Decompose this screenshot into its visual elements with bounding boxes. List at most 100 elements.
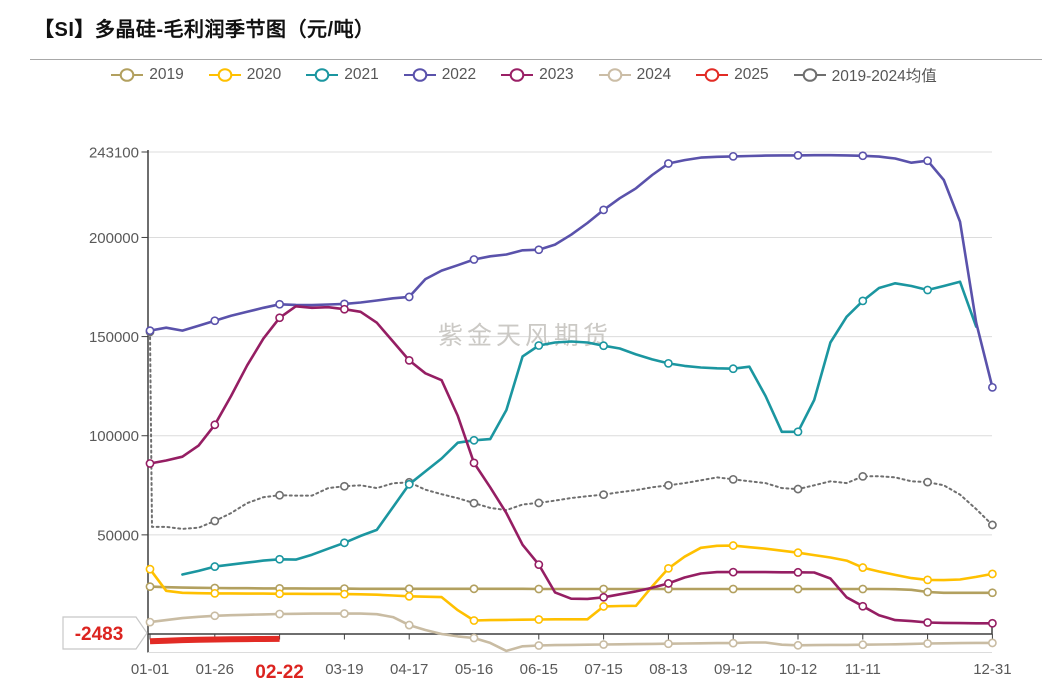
legend-marker-icon xyxy=(403,68,436,82)
series-marker-2020 xyxy=(858,563,868,572)
legend-item-2023[interactable]: 2023 xyxy=(501,66,574,84)
series-marker-2021 xyxy=(275,554,284,564)
series-marker-2020 xyxy=(275,589,284,599)
series-marker-2020 xyxy=(534,615,544,624)
series-marker-2023 xyxy=(988,618,997,628)
y-axis-label: 150000 xyxy=(89,329,139,346)
series-marker-2019 xyxy=(923,587,932,597)
series-marker-2023 xyxy=(145,459,155,468)
legend-marker-icon xyxy=(208,68,241,82)
series-marker-2023 xyxy=(534,560,544,570)
x-tick-label: 03-19 xyxy=(325,661,363,678)
series-marker-2024 xyxy=(599,640,608,649)
legend-item-label: 2025 xyxy=(734,66,769,83)
legend-item-2019[interactable]: 2019 xyxy=(111,66,184,84)
series-marker-2023 xyxy=(599,592,608,602)
series-marker-2019-2024- xyxy=(469,498,479,508)
y-axis-label: 243100 xyxy=(89,145,139,162)
series-marker-2022 xyxy=(275,299,284,309)
legend-item-label: 2019 xyxy=(149,66,184,83)
legend-item-2021[interactable]: 2021 xyxy=(306,66,379,84)
series-marker-2020 xyxy=(923,575,932,585)
series-marker-2022 xyxy=(988,382,997,392)
series-marker-2024 xyxy=(664,639,673,649)
series-marker-2019 xyxy=(145,582,155,592)
legend-marker-icon xyxy=(696,68,729,82)
series-marker-2020 xyxy=(145,564,155,574)
series-marker-2023 xyxy=(858,601,868,611)
series-marker-2020 xyxy=(404,591,414,601)
series-marker-2019-2024- xyxy=(664,480,673,490)
series-marker-2020 xyxy=(988,569,997,579)
series-marker-2021 xyxy=(210,562,220,571)
series-marker-2024 xyxy=(404,620,414,630)
series-marker-2021 xyxy=(404,479,414,489)
x-tick-label: 11-11 xyxy=(845,661,881,678)
series-marker-2023 xyxy=(275,313,284,323)
series-marker-2019 xyxy=(404,584,414,594)
x-tick-label: 01-01 xyxy=(131,661,169,678)
series-marker-2019-2024- xyxy=(988,520,997,530)
series-marker-2021 xyxy=(858,296,868,306)
x-tick-label-current: 02-22 xyxy=(255,662,304,683)
legend-item-label: 2020 xyxy=(246,66,282,83)
series-marker-2019 xyxy=(728,584,738,594)
series-line-2021 xyxy=(181,280,978,576)
current-value-label: -2483 xyxy=(75,624,124,645)
series-marker-2019-2024- xyxy=(210,516,220,526)
series-marker-2019-2024- xyxy=(793,484,803,494)
series-marker-2021 xyxy=(793,427,803,437)
series-marker-2024 xyxy=(858,640,868,650)
legend-item-label: 2022 xyxy=(441,66,477,83)
x-tick-label: 10-12 xyxy=(779,661,817,678)
legend-item-2024[interactable]: 2024 xyxy=(598,66,671,84)
series-marker-2024 xyxy=(988,638,997,648)
series-marker-2021 xyxy=(469,435,479,445)
series-marker-2024 xyxy=(534,641,544,650)
series-marker-2019 xyxy=(534,584,544,594)
series-marker-2020 xyxy=(469,616,479,625)
legend-marker-icon xyxy=(598,68,631,82)
series-marker-2019-2024- xyxy=(728,474,738,484)
series-marker-2022 xyxy=(793,150,803,160)
series-marker-2022 xyxy=(404,292,414,302)
series-marker-2023 xyxy=(793,567,803,577)
watermark: 紫金天风期货 xyxy=(438,322,612,350)
series-marker-2019-2024- xyxy=(534,498,544,508)
current-value-badge xyxy=(62,616,148,650)
series-marker-2021 xyxy=(923,285,932,295)
series-marker-2022 xyxy=(858,151,868,161)
series-line-2023 xyxy=(148,305,994,625)
series-marker-2022 xyxy=(664,159,673,168)
current-date-label-backdrop xyxy=(233,654,326,682)
series-marker-2023 xyxy=(339,304,349,314)
series-line-2022 xyxy=(148,153,994,389)
series-marker-2022 xyxy=(145,326,155,336)
y-axis-label: 200000 xyxy=(89,230,139,247)
series-line-2024 xyxy=(148,612,994,653)
series-marker-2022 xyxy=(469,255,479,264)
legend-item-label: 2021 xyxy=(344,66,379,83)
series-marker-2024 xyxy=(339,609,349,618)
series-marker-2021 xyxy=(728,364,738,374)
x-tick-label: 01-26 xyxy=(196,661,234,678)
series-marker-2021 xyxy=(339,538,349,548)
series-marker-2019 xyxy=(469,584,479,594)
legend-item-2025[interactable]: 2025 xyxy=(696,66,769,84)
series-marker-2021 xyxy=(664,358,673,368)
series-line-2025 xyxy=(149,635,280,645)
series-marker-2020 xyxy=(599,602,608,611)
y-axis-label: 100000 xyxy=(89,428,139,445)
series-marker-2019-2024- xyxy=(275,490,284,500)
legend-marker-icon xyxy=(501,68,534,82)
legend-item-label: 2019-2024均值 xyxy=(831,68,937,85)
legend-item-2020[interactable]: 2020 xyxy=(208,66,282,84)
series-marker-2020 xyxy=(793,548,803,558)
series-marker-2024 xyxy=(469,633,479,643)
series-line-2019-2024- xyxy=(149,330,994,530)
legend-marker-icon xyxy=(111,68,144,82)
legend-item-2022[interactable]: 2022 xyxy=(403,66,477,84)
x-tick-label: 07-15 xyxy=(584,661,622,678)
legend-item-2019-2024-[interactable]: 2019-2024均值 xyxy=(793,64,937,86)
legend-item-label: 2023 xyxy=(539,66,574,83)
